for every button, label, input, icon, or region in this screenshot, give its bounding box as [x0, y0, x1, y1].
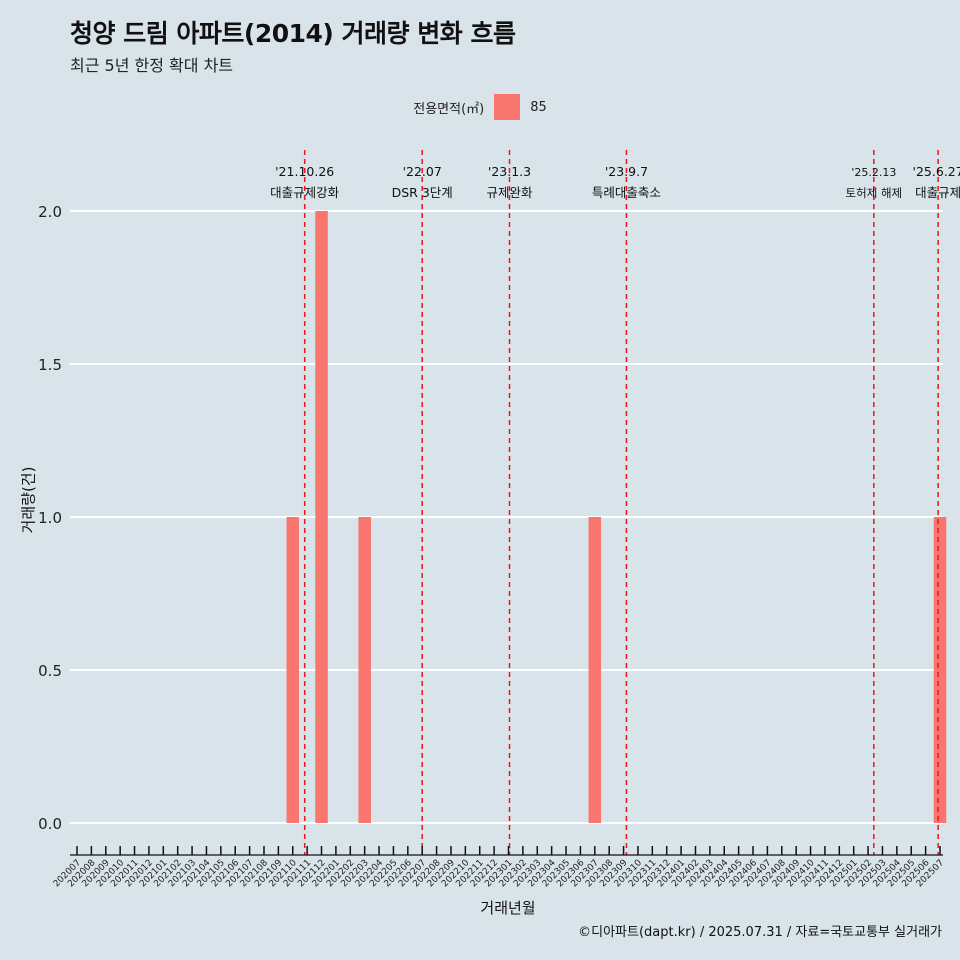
- event-name-label: 특례대출축소: [592, 185, 661, 200]
- bar: [286, 517, 299, 823]
- event-date-label: '25.6.27: [913, 164, 960, 179]
- caption: ©디아파트(dapt.kr) / 2025.07.31 / 자료=국토교통부 실…: [578, 925, 942, 940]
- bar: [358, 517, 371, 823]
- bar: [588, 517, 602, 823]
- legend-title: 전용면적(㎡): [413, 101, 485, 117]
- legend-label: 85: [530, 99, 547, 115]
- y-tick-label: 0.5: [38, 662, 62, 680]
- bar: [315, 211, 328, 823]
- event-date-label: '22.07: [403, 164, 442, 179]
- event-name-label: 규제완화: [486, 185, 533, 200]
- bar: [933, 517, 947, 823]
- x-axis-label: 거래년월: [480, 899, 536, 917]
- event-date-label: '23.9.7: [605, 164, 648, 179]
- chart-subtitle: 최근 5년 한정 확대 차트: [70, 56, 234, 75]
- event-name-label: 대출규제강화: [270, 185, 340, 200]
- legend: 전용면적(㎡) 85: [0, 94, 960, 120]
- event-name-label: DSR 3단계: [392, 185, 453, 200]
- y-tick-label: 1.0: [38, 509, 62, 527]
- chart-title: 청양 드림 아파트(2014) 거래량 변화 흐름: [70, 19, 516, 48]
- event-date-label: '23.1.3: [488, 164, 531, 179]
- y-tick-label: 1.5: [38, 356, 62, 374]
- y-tick-label: 2.0: [38, 203, 62, 221]
- event-name-label: 토허제 해제: [846, 186, 903, 200]
- y-axis-label: 거래량(건): [19, 466, 38, 534]
- event-name-label: 대출규제: [915, 185, 960, 200]
- y-tick-label: 0.0: [38, 815, 62, 833]
- event-date-label: '25.2.13: [851, 166, 896, 179]
- legend-swatch: [494, 94, 521, 120]
- event-date-label: '21.10.26: [275, 164, 334, 179]
